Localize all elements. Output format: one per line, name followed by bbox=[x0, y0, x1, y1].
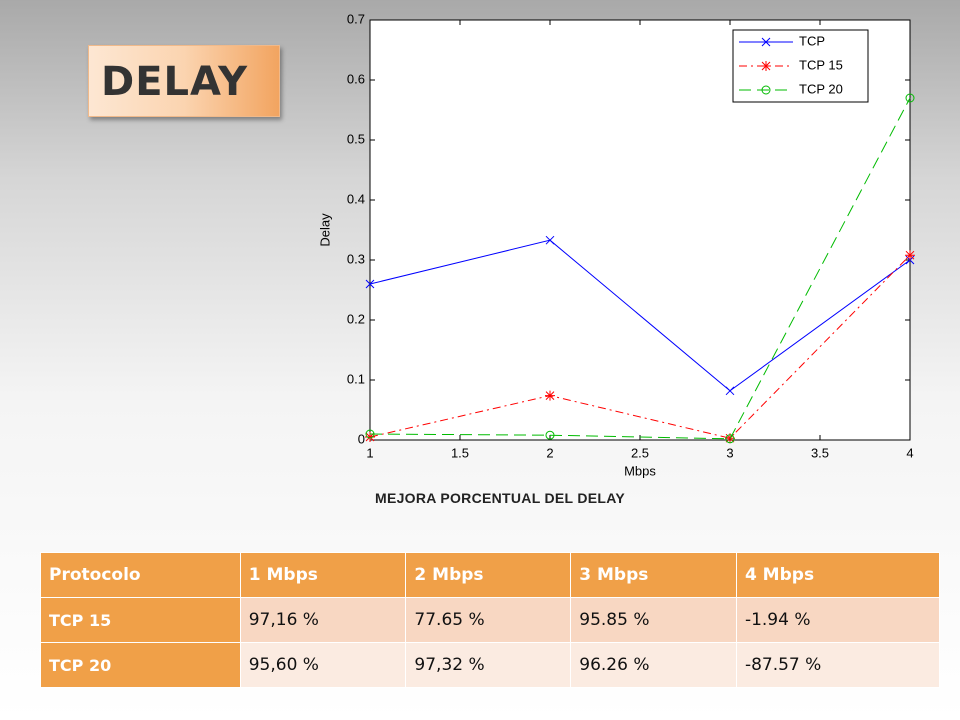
table-cell: 95.85 % bbox=[570, 597, 737, 643]
table-cell: 97,16 % bbox=[239, 597, 407, 643]
chart: 0 0.1 0.2 0.3 0.4 0.5 0.6 0.7 1 1.5 2 2.5 3 3.5 4 Mbps D… bbox=[317, 11, 915, 478]
table-cell: -87.57 % bbox=[735, 642, 941, 688]
slide-title: DELAY bbox=[88, 45, 280, 117]
marker bbox=[905, 250, 915, 261]
table-row: TCP 15 97,16 % 77.65 % 95.85 % -1.94 % bbox=[40, 597, 941, 643]
marker bbox=[365, 279, 375, 289]
y-tick-label: 0 bbox=[358, 431, 365, 446]
header-cell: 3 Mbps bbox=[570, 552, 737, 598]
table-cell: -1.94 % bbox=[735, 597, 941, 643]
y-tick-label: 0.2 bbox=[347, 311, 365, 326]
header-cell: 4 Mbps bbox=[735, 552, 941, 598]
x-tick-label: 2.5 bbox=[631, 445, 649, 460]
marker bbox=[365, 432, 375, 442]
x-tick-label: 1.5 bbox=[451, 445, 469, 460]
table-cell: 95,60 % bbox=[239, 642, 407, 688]
marker bbox=[545, 430, 555, 440]
legend-marker bbox=[761, 85, 771, 95]
header-cell: Protocolo bbox=[40, 552, 241, 598]
table-cell: 96.26 % bbox=[570, 642, 737, 688]
marker bbox=[365, 429, 375, 439]
marker bbox=[905, 93, 915, 103]
legend-label: TCP 20 bbox=[799, 81, 843, 96]
x-tick-label: 4 bbox=[906, 445, 913, 460]
series-line bbox=[369, 254, 911, 439]
legend-label: TCP 15 bbox=[799, 57, 843, 72]
marker bbox=[725, 386, 735, 396]
header-cell: 2 Mbps bbox=[405, 552, 572, 598]
legend-marker bbox=[761, 61, 771, 71]
legend-label: TCP bbox=[799, 33, 825, 48]
header-cell: 1 Mbps bbox=[239, 552, 407, 598]
legend-marker bbox=[761, 37, 771, 47]
x-tick-label: 3 bbox=[726, 445, 733, 460]
data-table: Protocolo 1 Mbps 2 Mbps 3 Mbps 4 Mbps TCP 15 9… bbox=[40, 552, 941, 688]
y-tick-label: 0.4 bbox=[347, 191, 365, 206]
marker bbox=[545, 235, 555, 245]
table-header-row: Protocolo 1 Mbps 2 Mbps 3 Mbps 4 Mbps bbox=[40, 552, 941, 598]
y-tick-label: 0.1 bbox=[347, 371, 365, 386]
y-axis-label: Delay bbox=[317, 213, 332, 247]
x-tick-label: 1 bbox=[366, 445, 373, 460]
x-tick-label: 3.5 bbox=[811, 445, 829, 460]
y-tick-label: 0.3 bbox=[347, 251, 365, 266]
y-tick-label: 0.6 bbox=[347, 71, 365, 86]
chart-caption: MEJORA PORCENTUAL DEL DELAY bbox=[374, 490, 626, 506]
x-axis-label: Mbps bbox=[624, 463, 656, 478]
table-cell: 97,32 % bbox=[405, 642, 572, 688]
series-line bbox=[369, 97, 911, 440]
table-row: TCP 20 95,60 % 97,32 % 96.26 % -87.57 % bbox=[40, 642, 941, 688]
marker bbox=[545, 390, 555, 401]
marker bbox=[725, 434, 735, 444]
row-header-cell: TCP 15 bbox=[40, 597, 241, 643]
row-header-cell: TCP 20 bbox=[40, 642, 241, 688]
y-tick-label: 0.7 bbox=[347, 11, 365, 26]
series-line bbox=[369, 239, 911, 392]
table-cell: 77.65 % bbox=[405, 597, 572, 643]
x-tick-label: 2 bbox=[546, 445, 553, 460]
y-tick-label: 0.5 bbox=[347, 131, 365, 146]
